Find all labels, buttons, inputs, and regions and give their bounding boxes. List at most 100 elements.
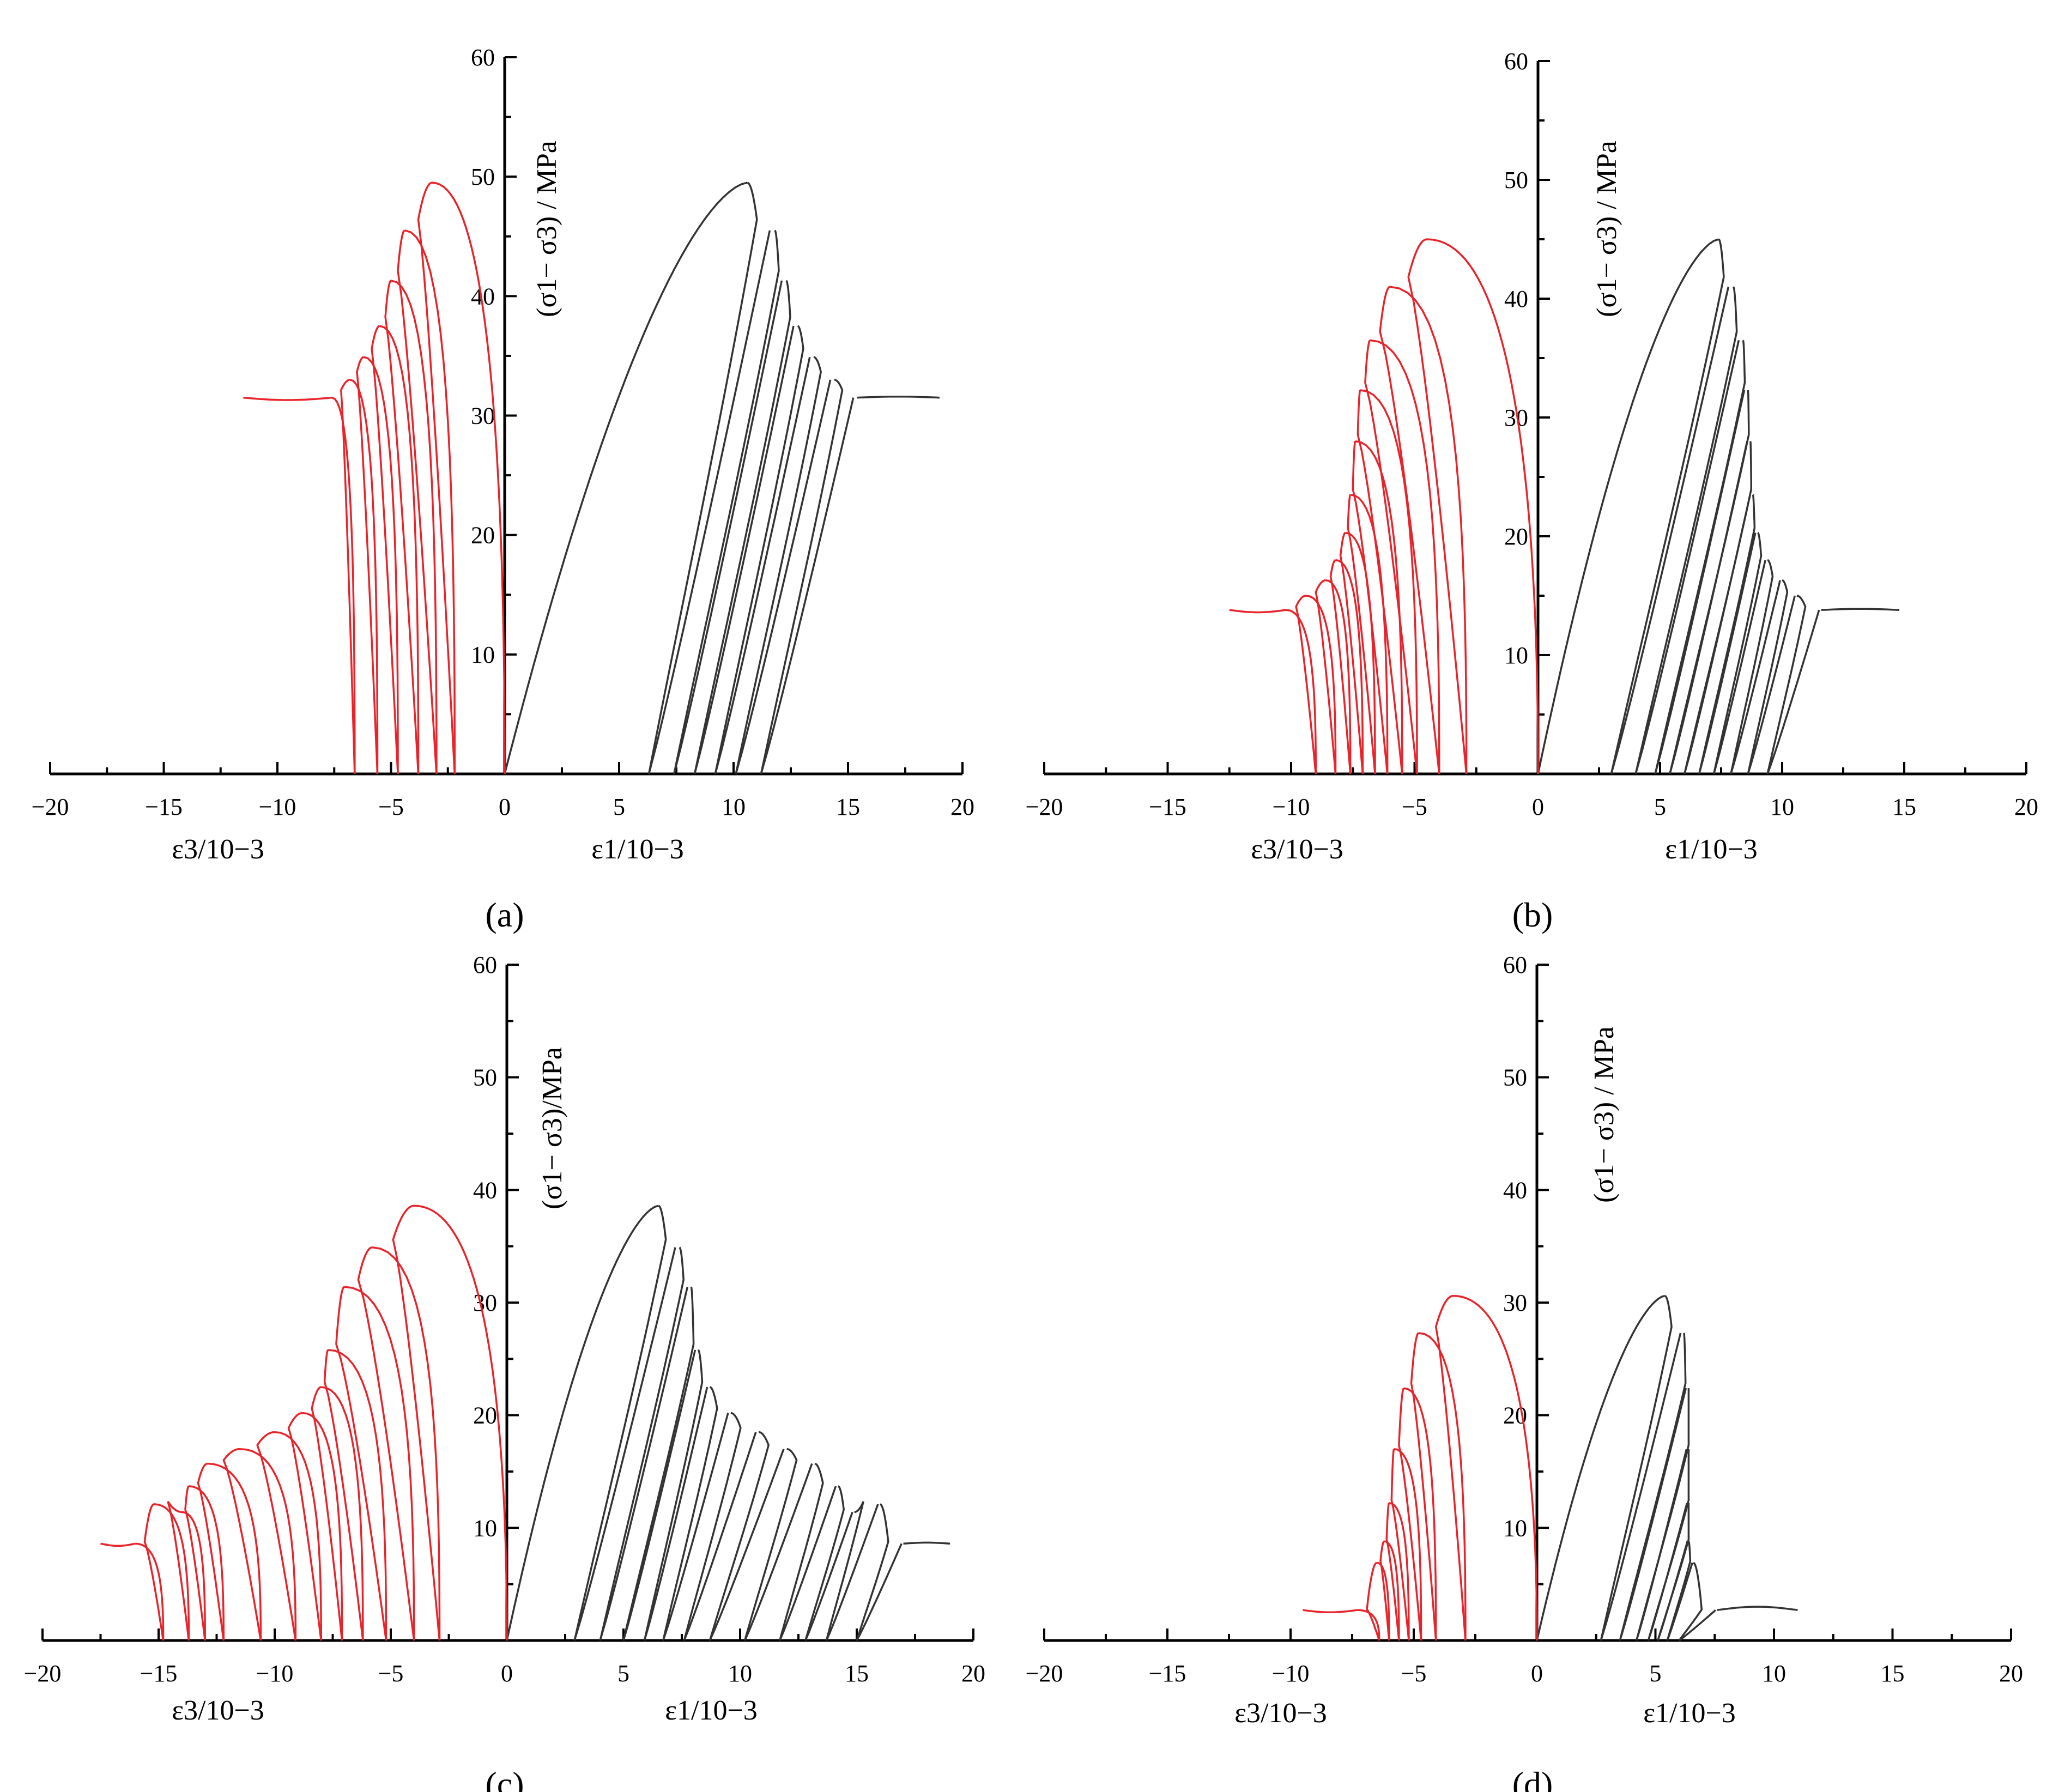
- x-axis-label-lateral: ε3/10−3: [172, 1695, 264, 1726]
- axial-reload-cycle: [825, 1504, 879, 1641]
- panel-caption: (c): [485, 1765, 524, 1792]
- x-tick-label: 15: [845, 1660, 869, 1687]
- y-axis-label: (σ1− σ3) / MPa: [1591, 141, 1622, 317]
- axial-reload-cycle: [647, 230, 771, 774]
- lateral-reload-cycle: [1418, 1332, 1467, 1640]
- y-tick-label: 60: [1503, 952, 1527, 978]
- axial-reload-cycle: [673, 280, 783, 774]
- y-axis-label: (σ1− σ3)/MPa: [537, 1047, 568, 1209]
- y-tick-label: 60: [471, 44, 495, 71]
- lateral-reload-cycle: [1325, 579, 1352, 774]
- axial-unload-cycle: [673, 229, 780, 774]
- lateral-reload-cycle: [1384, 1540, 1400, 1640]
- axial-reload-cycle: [573, 1247, 676, 1641]
- lateral-unload-cycle: [417, 181, 456, 774]
- axial-reload-cycle: [1654, 390, 1746, 774]
- lateral-unload-cycle: [1352, 440, 1389, 774]
- x-tick-label: −5: [378, 794, 404, 820]
- y-tick-label: 30: [473, 1289, 497, 1316]
- lateral-unload-cycle: [256, 1431, 297, 1641]
- axial-reload-cycle: [1730, 580, 1781, 774]
- lateral-reload-cycle: [239, 1448, 297, 1640]
- lateral-reload-cycle: [379, 325, 420, 774]
- axial-unload-cycle: [1747, 579, 1789, 774]
- lateral-reload-cycle: [1370, 339, 1440, 774]
- x-tick-label: 20: [950, 794, 974, 820]
- lateral-reload-cycle: [1389, 286, 1468, 774]
- lateral-unload-cycle: [356, 356, 379, 774]
- lateral-reload-cycle: [189, 1485, 225, 1641]
- x-tick-label: −10: [259, 794, 296, 820]
- lateral-curve-initial: [1453, 1294, 1538, 1640]
- y-axis-label: (σ1− σ3) / MPa: [1589, 1026, 1620, 1203]
- lateral-reload-cycle: [404, 229, 456, 774]
- axial-unload-cycle: [708, 1431, 770, 1641]
- axial-unload-cycle: [1766, 595, 1807, 774]
- lateral-unload-cycle: [1434, 1294, 1467, 1641]
- lateral-reload-cycle: [1355, 440, 1403, 774]
- x-tick-label: 0: [501, 1660, 513, 1687]
- y-tick-label: 50: [1503, 1064, 1527, 1091]
- lateral-reload-cycle: [1335, 559, 1364, 774]
- lateral-residual-tail: [1303, 1609, 1358, 1614]
- axial-reload-cycle: [1669, 441, 1748, 774]
- axial-reload-cycle: [1647, 1503, 1688, 1641]
- axial-residual-tail: [1717, 1606, 1798, 1611]
- axial-reload-cycle: [1600, 1333, 1682, 1641]
- lateral-reload-cycle: [363, 356, 399, 774]
- y-tick-label: 10: [473, 1515, 497, 1541]
- lateral-reload-cycle: [1360, 389, 1418, 774]
- axial-unload-cycle: [856, 1503, 889, 1641]
- y-tick-label: 30: [1503, 1289, 1527, 1316]
- axial-unload-cycle: [779, 1462, 824, 1641]
- x-tick-label: 10: [1762, 1660, 1786, 1687]
- lateral-unload-cycle: [1315, 579, 1337, 774]
- lateral-reload-cycle: [181, 1511, 206, 1640]
- lateral-unload-cycle: [311, 1386, 343, 1641]
- x-tick-label: −5: [1402, 794, 1427, 820]
- y-tick-label: 40: [1503, 1177, 1527, 1203]
- axial-residual-tail: [857, 395, 940, 399]
- lateral-unload-cycle: [397, 229, 438, 774]
- lateral-reload-cycle: [328, 1349, 387, 1641]
- x-tick-label: 0: [1531, 1660, 1543, 1687]
- axial-reload-cycle: [1747, 595, 1796, 774]
- y-tick-label: 20: [473, 1402, 497, 1429]
- y-tick-label: 20: [471, 522, 495, 549]
- x-tick-label: −15: [145, 794, 183, 820]
- x-tick-label: −15: [140, 1660, 178, 1687]
- x-tick-label: −15: [1149, 794, 1186, 820]
- axial-reload-cycle: [683, 1432, 757, 1641]
- lateral-unload-cycle: [1364, 339, 1418, 774]
- x-axis-label-axial: ε1/10−3: [591, 834, 684, 865]
- lateral-curve-initial: [1427, 238, 1539, 774]
- axial-unload-cycle: [760, 379, 844, 774]
- lateral-reload-cycle: [1350, 493, 1389, 774]
- y-tick-label: 60: [473, 952, 497, 978]
- axial-unload-cycle: [714, 325, 804, 774]
- axial-unload-cycle: [735, 356, 822, 774]
- lateral-unload-cycle: [1357, 390, 1403, 774]
- panel-c: −20 −15 −10 −5 0 5 10 15 20 10 20 30 40 50 60 (σ1− σ3)/…: [24, 952, 985, 1792]
- x-axis-label-lateral: ε3/10−3: [1234, 1698, 1327, 1729]
- lateral-unload-cycle: [184, 1485, 206, 1641]
- lateral-unload-cycle: [1379, 286, 1440, 774]
- axial-unload-cycle: [693, 280, 791, 774]
- panel-caption: (d): [1512, 1765, 1553, 1792]
- x-tick-label: −15: [1149, 1660, 1186, 1687]
- x-tick-label: 20: [961, 1660, 985, 1687]
- axial-unload-cycle: [1600, 1295, 1673, 1641]
- axial-reload-cycle: [735, 379, 832, 774]
- axial-unload-cycle: [1712, 532, 1763, 774]
- x-axis-label-lateral: ε3/10−3: [1251, 834, 1343, 865]
- axial-reload-cycle: [1678, 1609, 1716, 1642]
- x-tick-label: 5: [1650, 1660, 1662, 1687]
- x-tick-label: −20: [24, 1660, 62, 1687]
- x-tick-label: −5: [378, 1660, 404, 1687]
- axial-unload-cycle: [1666, 1541, 1692, 1641]
- axial-reload-cycle: [1684, 494, 1751, 774]
- axial-curve-initial: [504, 181, 748, 774]
